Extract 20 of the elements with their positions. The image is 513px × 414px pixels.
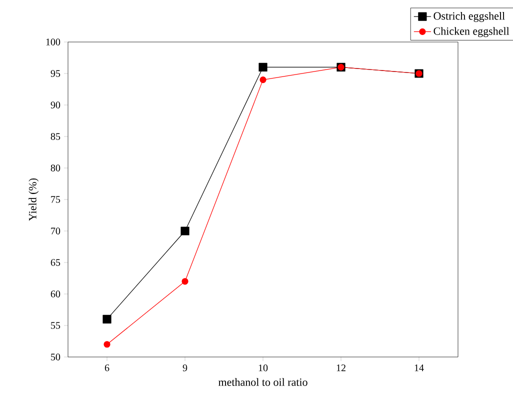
y-tick-label: 50 (51, 354, 60, 360)
y-tick-label: 70 (51, 228, 60, 234)
x-tick-label: 12 (336, 364, 346, 372)
x-axis-title: methanol to oil ratio (218, 378, 308, 386)
y-axis-title: Yield (%) (28, 178, 39, 221)
x-tick-label: 10 (258, 364, 268, 372)
y-tick-label: 100 (46, 38, 60, 46)
y-tick-label: 60 (50, 290, 60, 298)
legend-label: Ostrich eggshell (434, 12, 505, 22)
y-tick-label: 95 (50, 70, 60, 77)
x-tick-label: 6 (104, 364, 110, 372)
y-tick-label: 80 (50, 164, 60, 172)
x-tick-label: 14 (414, 364, 424, 372)
y-tick-label: 90 (50, 102, 60, 108)
y-tick-label: 75 (51, 196, 60, 203)
y-tick-label: 85 (50, 133, 60, 140)
y-tick-label: 65 (50, 259, 60, 266)
y-tick-label: 55 (51, 322, 60, 329)
legend-label: Chicken eggshell (434, 27, 510, 38)
x-tick-label: 9 (182, 364, 188, 372)
